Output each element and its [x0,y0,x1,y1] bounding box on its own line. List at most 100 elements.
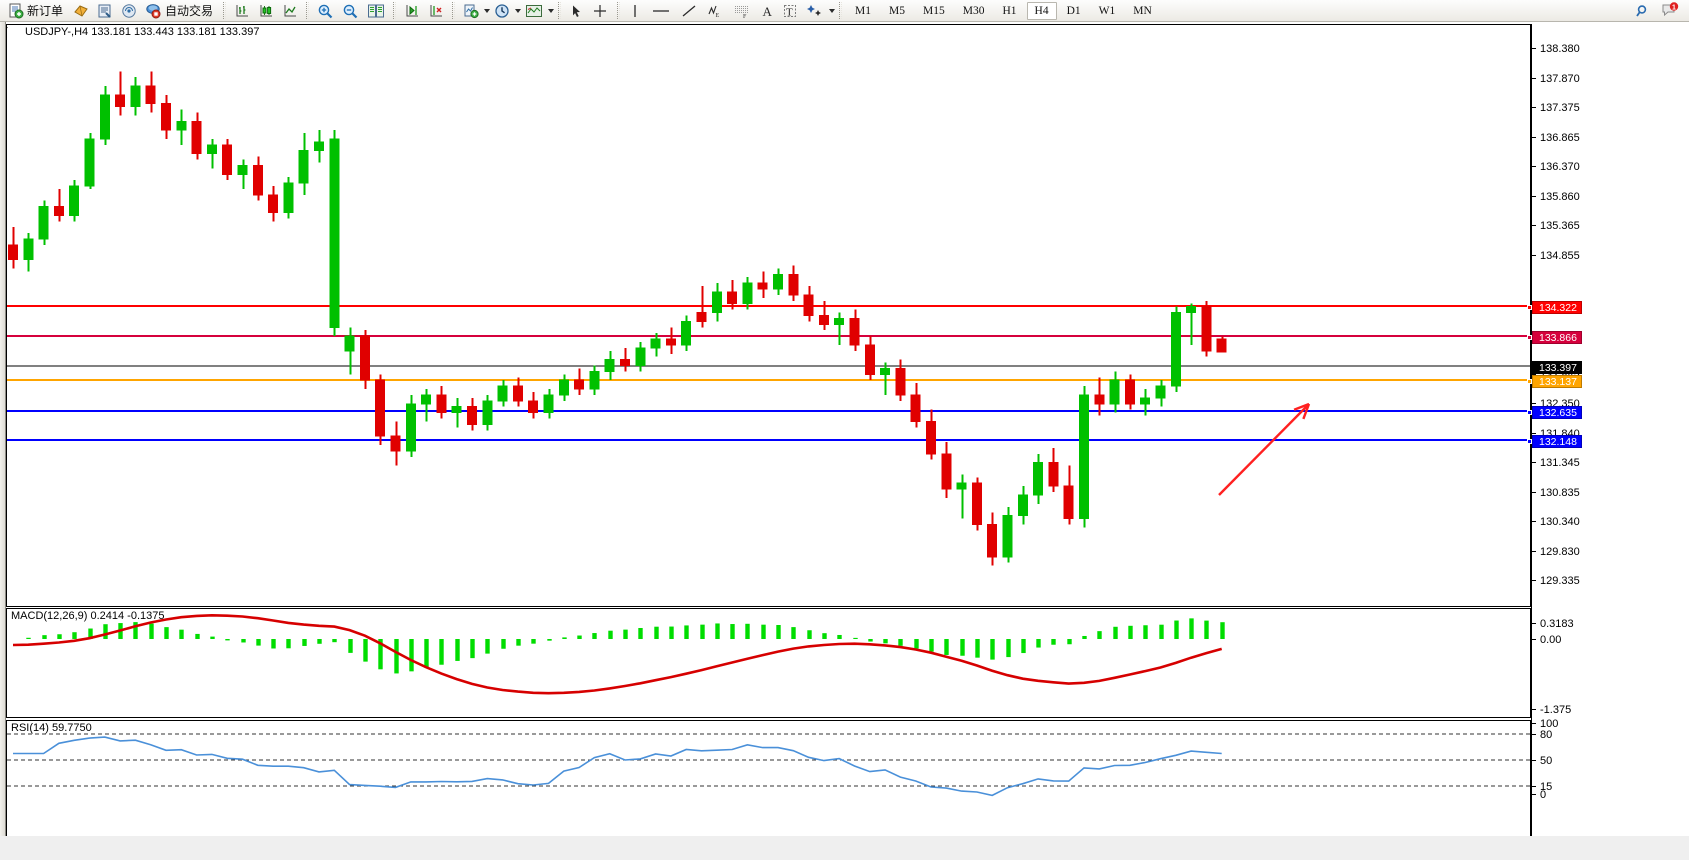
periods-dropdown-arrow[interactable] [515,8,522,13]
timeframe-m1[interactable]: M1 [855,4,872,17]
candle [528,392,539,419]
candle [558,374,569,401]
chart-collapse-icon[interactable] [7,27,8,32]
candle [1124,374,1135,410]
price-tag-handle[interactable] [1527,305,1532,310]
crosshair-icon [594,4,607,17]
symbol-ohlc-text: USDJPY-,H4 133.181 133.443 133.181 133.3… [25,26,260,38]
templates-button[interactable] [522,1,546,21]
candle [1155,380,1166,407]
price-tag-support-1[interactable]: 132.635 [1527,406,1582,419]
timeframe-d1[interactable]: D1 [1066,4,1081,17]
macd-plot [12,613,1225,695]
alerts-button[interactable]: 1 [1657,1,1683,21]
price-tag-value: 134.322 [1539,302,1577,314]
bar-chart-button[interactable] [231,1,253,21]
tile-windows-icon [368,4,385,17]
price-tag-handle[interactable] [1527,410,1532,415]
candle [574,368,585,395]
cursor-button[interactable] [566,1,586,21]
candle [467,397,477,431]
macd-tick: 0.00 [1532,634,1689,646]
candle [604,350,615,381]
candle [635,341,646,372]
horizontal-line-button[interactable] [647,1,675,21]
candlestick-chart-button[interactable] [255,1,277,21]
price-tag-support-2[interactable]: 132.148 [1527,435,1582,448]
rsi-pane[interactable]: RSI(14) 59.7750 [6,720,1531,838]
shapes-button[interactable] [803,1,827,21]
candle [1140,389,1151,416]
price-tag-current-price[interactable]: 133.397 [1532,361,1582,374]
candle [956,474,967,519]
price-tag-handle[interactable] [1527,379,1532,384]
new-order-button[interactable]: 新订单 [5,1,68,21]
indicators-dropdown-arrow[interactable] [484,8,491,13]
fibonacci-button[interactable]: F [729,1,755,21]
signals-button[interactable] [118,1,140,21]
timeframe-mn[interactable]: MN [1133,4,1152,17]
candle [742,277,753,310]
trendline-icon [682,5,696,16]
price-tag-handle[interactable] [1527,335,1532,340]
candle [8,227,18,269]
auto-scroll-icon [430,4,443,16]
status-strip [0,836,1689,860]
zoom-out-icon [343,4,358,18]
timeframe-h4[interactable]: H4 [1026,1,1057,20]
tile-windows-button[interactable] [364,1,388,21]
data-window-button[interactable] [94,1,116,21]
timeframe-h1[interactable]: H1 [1002,4,1017,17]
candle [161,94,171,139]
price-tag-pivot[interactable]: 133.137 [1527,375,1582,388]
indicators-button[interactable] [460,1,482,21]
alert-count-text: 1 [1672,4,1676,11]
search-button[interactable] [1631,1,1655,21]
price-tag-resistance-1[interactable]: 133.866 [1527,331,1582,344]
price-axis[interactable]: 138.380 137.870 137.375 136.865 136.370 135.8… [1527,24,1689,838]
trendline-button[interactable] [677,1,701,21]
macd-pane[interactable]: MACD(12,26,9) 0.2414 -0.1375 [6,608,1531,718]
candle [803,286,814,322]
zoom-out-button[interactable] [339,1,362,21]
text-label-button[interactable]: T [779,1,801,21]
candle [222,138,233,181]
price-tag-handle[interactable] [1527,439,1532,444]
elliott-wave-button[interactable]: E [703,1,727,21]
rsi-tick: 100 [1532,718,1689,730]
candle [971,477,982,531]
shift-end-button[interactable] [401,1,423,21]
candle [987,512,998,566]
price-tag-value: 132.635 [1539,407,1577,419]
timeframe-m30[interactable]: M30 [962,4,985,17]
text-button[interactable]: A [757,1,777,21]
line-chart-button[interactable] [279,1,301,21]
timeframe-m5[interactable]: M5 [889,4,905,17]
shapes-dropdown-arrow[interactable] [829,8,836,13]
timeframe-w1[interactable]: W1 [1098,4,1116,17]
zoom-in-button[interactable] [314,1,337,21]
price-tick: 138.380 [1532,43,1689,55]
timeframe-m15[interactable]: M15 [923,4,945,17]
candle [818,300,829,331]
vertical-line-button[interactable] [625,1,645,21]
candle [1094,377,1105,416]
shift-end-icon [406,4,419,16]
price-tag-resistance-2[interactable]: 134.322 [1527,301,1582,314]
new-order-icon [9,3,24,18]
auto-trading-button[interactable]: 自动交易 [142,1,218,21]
periods-button[interactable] [491,1,513,21]
crosshair-button[interactable] [588,1,612,21]
templates-dropdown-arrow[interactable] [548,8,555,13]
toolbar-separator [839,2,843,19]
data-window-icon [98,4,111,18]
rsi-plot [7,733,1530,797]
price-pane[interactable]: USDJPY-,H4 133.181 133.443 133.181 133.3… [6,24,1531,607]
price-tick: 137.375 [1532,102,1689,114]
price-tick: 130.340 [1532,516,1689,528]
toolbar-separator [393,2,397,19]
expert-advisor-button[interactable] [70,1,92,21]
candle [482,394,493,431]
auto-scroll-button[interactable] [425,1,447,21]
candle [298,133,309,195]
